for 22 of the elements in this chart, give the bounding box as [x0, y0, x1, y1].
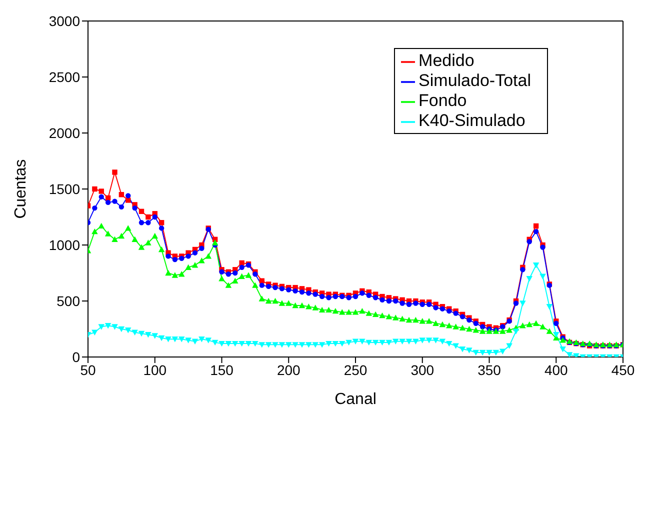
- x-tick-label: 300: [410, 362, 434, 378]
- x-tick-label: 350: [478, 362, 502, 378]
- y-tick-label: 0: [72, 348, 80, 365]
- legend-label: Medido: [418, 51, 474, 70]
- x-tick-label: 250: [344, 362, 368, 378]
- y-tick-label: 2000: [48, 124, 80, 141]
- x-tick-label: 100: [143, 362, 167, 378]
- x-tick-label: 400: [544, 362, 568, 378]
- x-tick-label: 200: [276, 362, 301, 378]
- y-tick-label: 1000: [48, 236, 80, 253]
- x-axis-title: Canal: [334, 391, 376, 408]
- legend-label: K40-Simulado: [418, 111, 526, 130]
- x-tick-label: 450: [611, 362, 635, 378]
- y-tick-label: 2500: [48, 68, 80, 85]
- y-tick-label: 500: [56, 292, 80, 309]
- legend-label: Simulado-Total: [418, 71, 531, 90]
- y-tick-label: 3000: [48, 12, 80, 29]
- y-axis-title: Cuentas: [12, 159, 30, 219]
- legend-label: Fondo: [418, 91, 467, 110]
- x-tick-label: 50: [80, 362, 96, 378]
- y-tick-label: 1500: [48, 180, 80, 197]
- x-tick-label: 150: [210, 362, 234, 378]
